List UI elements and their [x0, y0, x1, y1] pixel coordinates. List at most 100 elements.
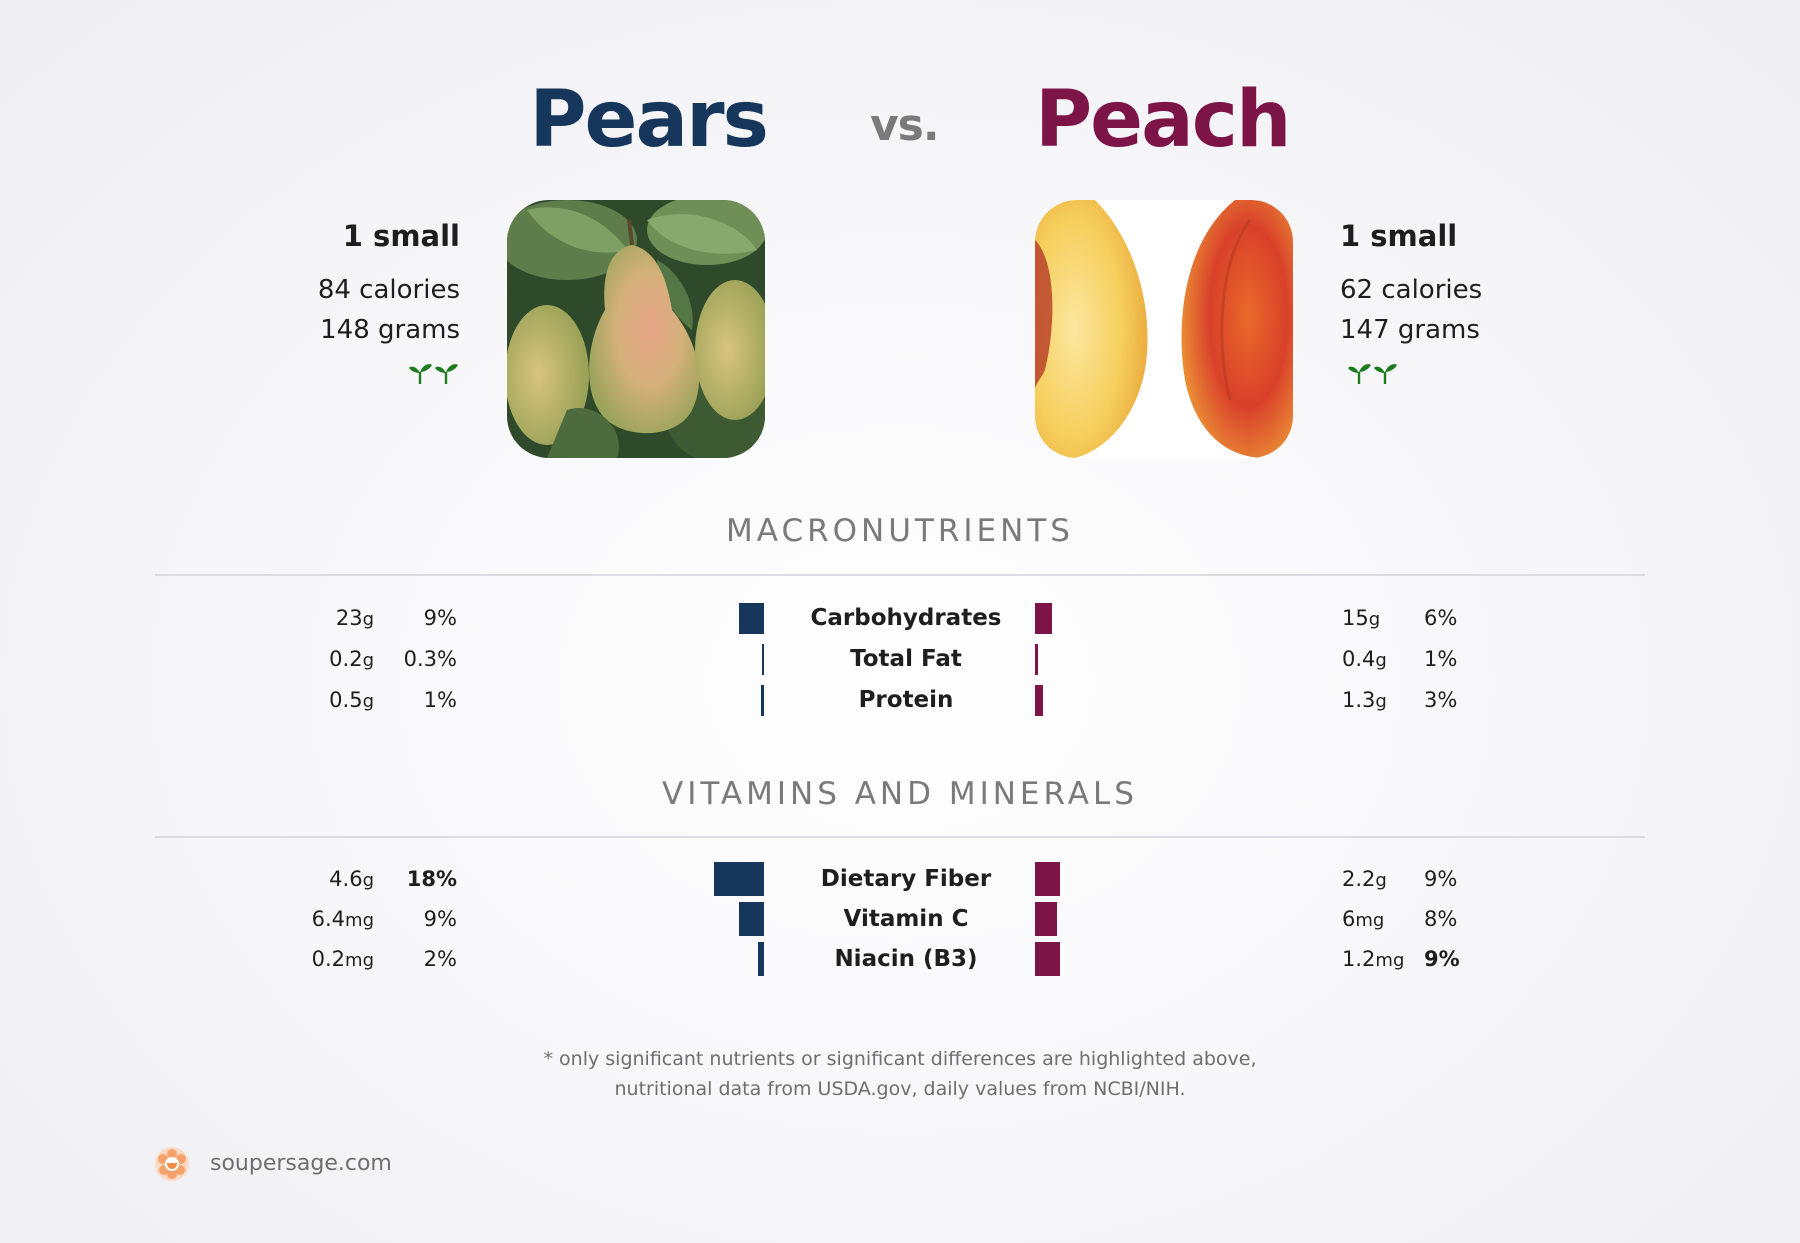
left-amount-unit: mg [345, 950, 374, 971]
nutrient-row: 0.5g 1% Protein 1.3g 3% [0, 682, 1800, 718]
left-percent: 2% [424, 941, 457, 977]
pear-photo [507, 200, 765, 458]
right-percent: 8% [1424, 901, 1457, 937]
right-percent-value: 8% [1424, 907, 1458, 931]
left-percent-value: 18% [406, 867, 457, 891]
left-percent: 0.3% [404, 641, 457, 677]
right-amount-unit: mg [1355, 910, 1385, 931]
left-bar [762, 643, 764, 675]
left-amount: 0.5g [329, 682, 374, 718]
left-amount-value: 6.4 [311, 907, 346, 931]
left-bar [758, 942, 764, 976]
nutrient-row: 0.2mg 2% Niacin (B3) 1.2mg 9% [0, 941, 1800, 977]
brand-link[interactable]: soupersage.com [210, 1151, 392, 1176]
right-percent-value: 9% [1424, 947, 1460, 971]
left-amount-unit: g [362, 650, 374, 671]
right-bar [1035, 602, 1052, 634]
left-percent-value: 9% [423, 907, 457, 931]
right-percent: 9% [1424, 941, 1460, 977]
left-amount: 4.6g [329, 861, 374, 897]
right-amount-unit: g [1375, 870, 1387, 891]
vs-label: vs. [870, 100, 940, 151]
left-percent: 9% [424, 600, 457, 636]
left-amount-unit: mg [345, 910, 374, 931]
left-percent-value: 1% [423, 688, 457, 712]
left-serving: 1 small [342, 219, 460, 253]
left-percent-value: 0.3% [403, 647, 457, 671]
divider [155, 836, 1645, 838]
right-amount: 1.3g [1342, 682, 1387, 718]
right-amount-value: 0.4 [1342, 647, 1376, 671]
footnote-line: * only significant nutrients or signific… [543, 1048, 1257, 1070]
left-amount: 0.2mg [312, 941, 374, 977]
left-bar [761, 684, 764, 716]
left-bar [738, 902, 764, 936]
left-bar [713, 862, 764, 896]
right-amount-value: 1.3 [1342, 688, 1376, 712]
left-bar [738, 602, 764, 634]
peach-photo [1035, 200, 1293, 458]
nutrient-name-text: Carbohydrates [810, 605, 1002, 631]
macronutrients-heading: MACRONUTRIENTS [726, 513, 1074, 549]
nutrient-name-text: Total Fat [850, 646, 962, 672]
left-grams: 148 grams [320, 315, 460, 345]
left-amount-unit: g [362, 609, 374, 630]
nutrient-row: 6.4mg 9% Vitamin C 6mg 8% [0, 901, 1800, 937]
nutrient-name: Dietary Fiber [763, 861, 1049, 897]
right-amount-value: 15 [1342, 606, 1369, 630]
right-amount-value: 6 [1342, 907, 1356, 931]
right-amount: 1.2mg [1342, 941, 1404, 977]
sprout-icon [408, 360, 460, 386]
divider [155, 574, 1645, 576]
nutrient-name-text: Dietary Fiber [820, 866, 992, 892]
left-percent-value: 2% [423, 947, 457, 971]
nutrient-row: 0.2g 0.3% Total Fat 0.4g 1% [0, 641, 1800, 677]
left-amount: 0.2g [329, 641, 374, 677]
left-percent-value: 9% [423, 606, 457, 630]
sprout-icon [1347, 360, 1399, 386]
nutrient-name-text: Vitamin C [843, 906, 969, 932]
nutrient-name: Total Fat [763, 641, 1049, 677]
nutrient-name-text: Protein [858, 687, 954, 713]
right-amount-unit: g [1375, 691, 1387, 712]
left-percent: 9% [424, 901, 457, 937]
right-bar [1035, 902, 1058, 936]
nutrient-name: Carbohydrates [763, 600, 1049, 636]
right-amount: 0.4g [1342, 641, 1387, 677]
nutrient-name: Vitamin C [763, 901, 1049, 937]
right-calories: 62 calories [1340, 275, 1483, 305]
nutrient-name: Niacin (B3) [763, 941, 1049, 977]
left-amount-value: 0.2 [311, 947, 346, 971]
right-percent-value: 6% [1424, 606, 1458, 630]
left-amount: 6.4mg [312, 901, 374, 937]
right-amount: 15g [1342, 600, 1380, 636]
left-percent: 18% [407, 861, 457, 897]
right-percent: 3% [1424, 682, 1457, 718]
right-serving: 1 small [1340, 219, 1458, 253]
left-amount-value: 0.5 [329, 688, 363, 712]
soupersage-logo-icon [154, 1146, 190, 1182]
right-food-title: Peach [1035, 75, 1291, 165]
right-percent: 9% [1424, 861, 1457, 897]
left-amount-value: 23 [335, 606, 363, 630]
right-amount-value: 1.2 [1342, 947, 1376, 971]
right-amount: 2.2g [1342, 861, 1387, 897]
right-percent-value: 1% [1424, 647, 1458, 671]
right-percent-value: 9% [1424, 867, 1458, 891]
left-percent: 1% [424, 682, 457, 718]
left-calories: 84 calories [317, 275, 460, 305]
right-percent: 6% [1424, 600, 1457, 636]
right-bar [1035, 942, 1061, 976]
footnote-line: nutritional data from USDA.gov, daily va… [614, 1078, 1186, 1100]
right-bar [1035, 684, 1044, 716]
right-amount-unit: mg [1375, 950, 1405, 971]
nutrient-name: Protein [763, 682, 1049, 718]
left-food-title: Pears [529, 75, 769, 165]
nutrient-row: 4.6g 18% Dietary Fiber 2.2g 9% [0, 861, 1800, 897]
left-amount: 23g [336, 600, 374, 636]
left-amount-unit: g [362, 691, 374, 712]
right-bar [1035, 862, 1061, 896]
right-percent: 1% [1424, 641, 1457, 677]
right-percent-value: 3% [1424, 688, 1458, 712]
footnote: * only significant nutrients or signific… [0, 1044, 1800, 1104]
